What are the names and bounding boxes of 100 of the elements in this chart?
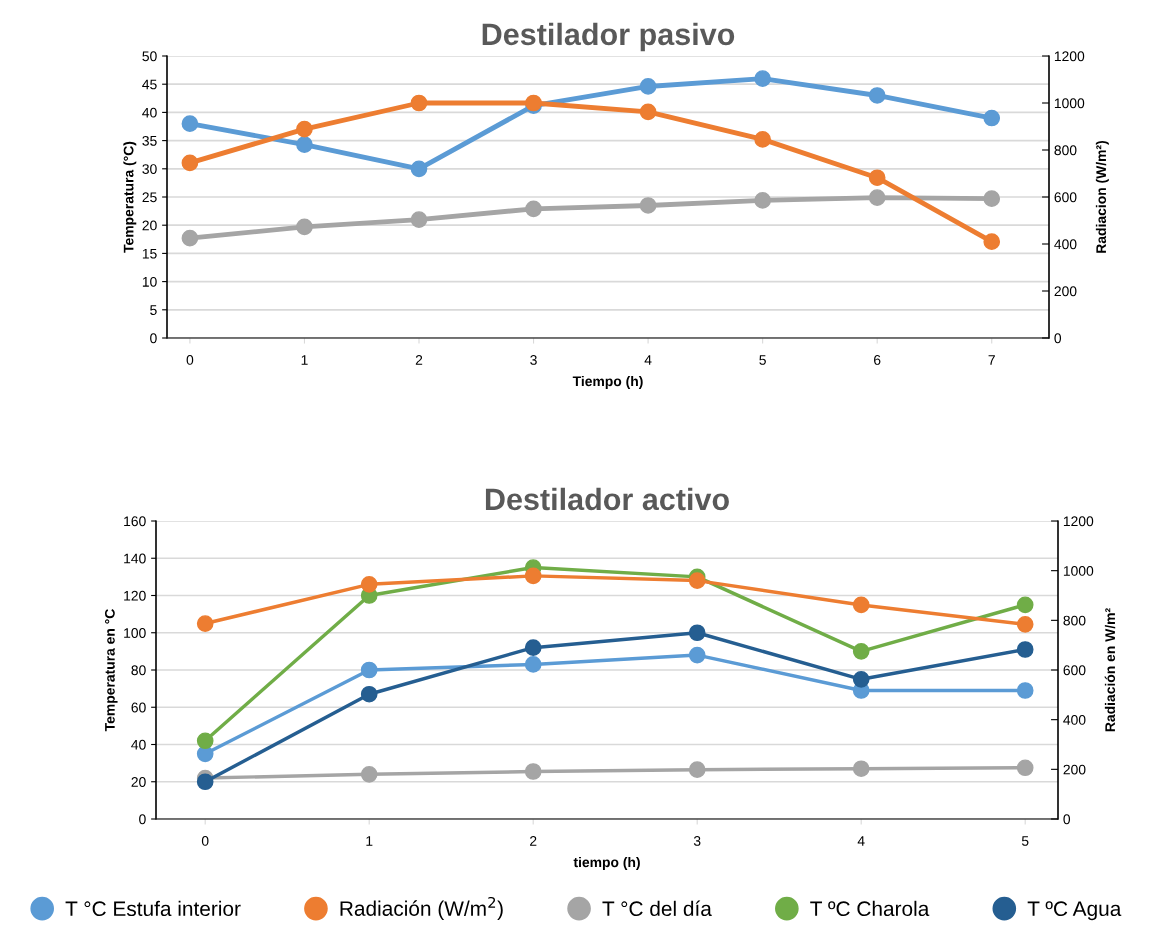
point <box>410 211 428 228</box>
point <box>688 761 706 778</box>
y-tick-label: 0 <box>139 814 146 825</box>
y2-tick-label: 1200 <box>1054 51 1085 62</box>
point <box>1016 682 1034 699</box>
y2-axis-title: Radiacion (W/m²) <box>1095 140 1109 253</box>
point <box>852 760 870 778</box>
y-axis-title: Temperatura (°C) <box>123 141 137 253</box>
point <box>360 661 378 679</box>
x-tick-label: 2 <box>530 836 537 846</box>
x-tick-label: 1 <box>301 355 308 365</box>
y-tick-label: 35 <box>142 135 157 146</box>
x-tick-label: 0 <box>201 836 209 846</box>
point <box>360 575 378 593</box>
point <box>1016 615 1034 633</box>
point <box>639 103 657 121</box>
x-tick-label: 3 <box>693 836 701 846</box>
y-tick-label: 0 <box>150 333 157 344</box>
point <box>196 732 214 750</box>
point <box>983 109 1001 127</box>
chart-title: Destilador pasivo <box>482 22 735 52</box>
point <box>852 643 870 660</box>
y2-tick-label: 1000 <box>1054 98 1085 109</box>
point <box>296 136 313 153</box>
point <box>852 670 870 688</box>
y-tick-label: 100 <box>124 628 146 638</box>
point <box>410 160 428 178</box>
point <box>852 596 870 614</box>
y-tick-label: 30 <box>142 164 157 174</box>
x-tick-label: 0 <box>186 355 194 365</box>
point <box>196 773 214 791</box>
point <box>754 131 771 148</box>
y2-tick-label: 0 <box>1054 333 1062 344</box>
y2-tick-label: 800 <box>1063 615 1086 626</box>
point <box>1016 596 1034 614</box>
x-tick-label: 5 <box>759 355 766 365</box>
point <box>868 169 886 187</box>
legend-label: T °C del día <box>602 900 712 917</box>
point <box>754 70 771 87</box>
x-tick-label: 1 <box>366 836 373 846</box>
y-tick-label: 10 <box>142 276 157 287</box>
point <box>983 190 1001 208</box>
y2-tick-label: 400 <box>1054 239 1077 250</box>
y-tick-label: 80 <box>131 665 146 676</box>
x-tick-label: 3 <box>530 355 537 365</box>
point <box>296 120 313 138</box>
point <box>181 115 199 133</box>
point <box>410 94 428 112</box>
y-tick-label: 5 <box>150 305 157 315</box>
point <box>360 685 378 703</box>
y-tick-label: 60 <box>131 702 146 713</box>
legend-label: Radiación (W/m$^{2}$) <box>340 896 503 921</box>
y-axis-title: Temperatura en °C <box>104 609 118 732</box>
x-tick-label: 2 <box>415 355 423 365</box>
y2-tick-label: 400 <box>1063 715 1086 725</box>
x-tick-label: 6 <box>874 355 881 365</box>
x-axis-title: tiempo (h) <box>573 856 640 870</box>
y2-tick-label: 800 <box>1054 145 1077 156</box>
x-tick-label: 4 <box>644 355 652 365</box>
point <box>360 765 378 783</box>
point <box>524 656 542 673</box>
point <box>639 197 657 214</box>
point <box>754 192 771 209</box>
point <box>688 572 706 589</box>
point <box>181 229 199 247</box>
point <box>688 624 706 642</box>
point <box>1016 759 1034 777</box>
point <box>181 154 199 172</box>
y-tick-label: 50 <box>142 51 157 62</box>
point <box>983 233 1001 250</box>
x-axis-title: Tiempo (h) <box>572 375 643 389</box>
y2-tick-label: 200 <box>1063 764 1086 775</box>
y-tick-label: 45 <box>142 79 157 90</box>
y-tick-label: 40 <box>131 739 146 750</box>
point <box>524 639 542 656</box>
y-tick-label: 140 <box>124 553 146 564</box>
point <box>1016 641 1034 658</box>
x-tick-label: 7 <box>988 355 995 365</box>
y2-tick-label: 600 <box>1054 192 1077 203</box>
y-tick-label: 160 <box>124 516 146 527</box>
point <box>688 646 706 664</box>
y2-tick-label: 600 <box>1063 665 1086 676</box>
point <box>639 78 657 95</box>
point <box>524 763 542 780</box>
point <box>196 615 214 632</box>
point <box>868 87 886 104</box>
y-tick-label: 25 <box>142 192 157 203</box>
y-tick-label: 15 <box>142 248 157 259</box>
point <box>525 200 542 218</box>
legend-label: T ºC Charola <box>810 900 930 917</box>
y-tick-label: 40 <box>142 107 157 118</box>
y2-tick-label: 200 <box>1054 286 1077 297</box>
y-tick-label: 120 <box>124 590 146 601</box>
y-tick-label: 20 <box>131 777 146 787</box>
y2-axis-title: Radiación en W/m² <box>1104 608 1116 732</box>
y2-tick-label: 1200 <box>1063 516 1094 527</box>
x-tick-label: 5 <box>1021 836 1029 846</box>
point <box>296 218 313 236</box>
x-tick-label: 4 <box>857 836 865 846</box>
point <box>868 189 886 206</box>
